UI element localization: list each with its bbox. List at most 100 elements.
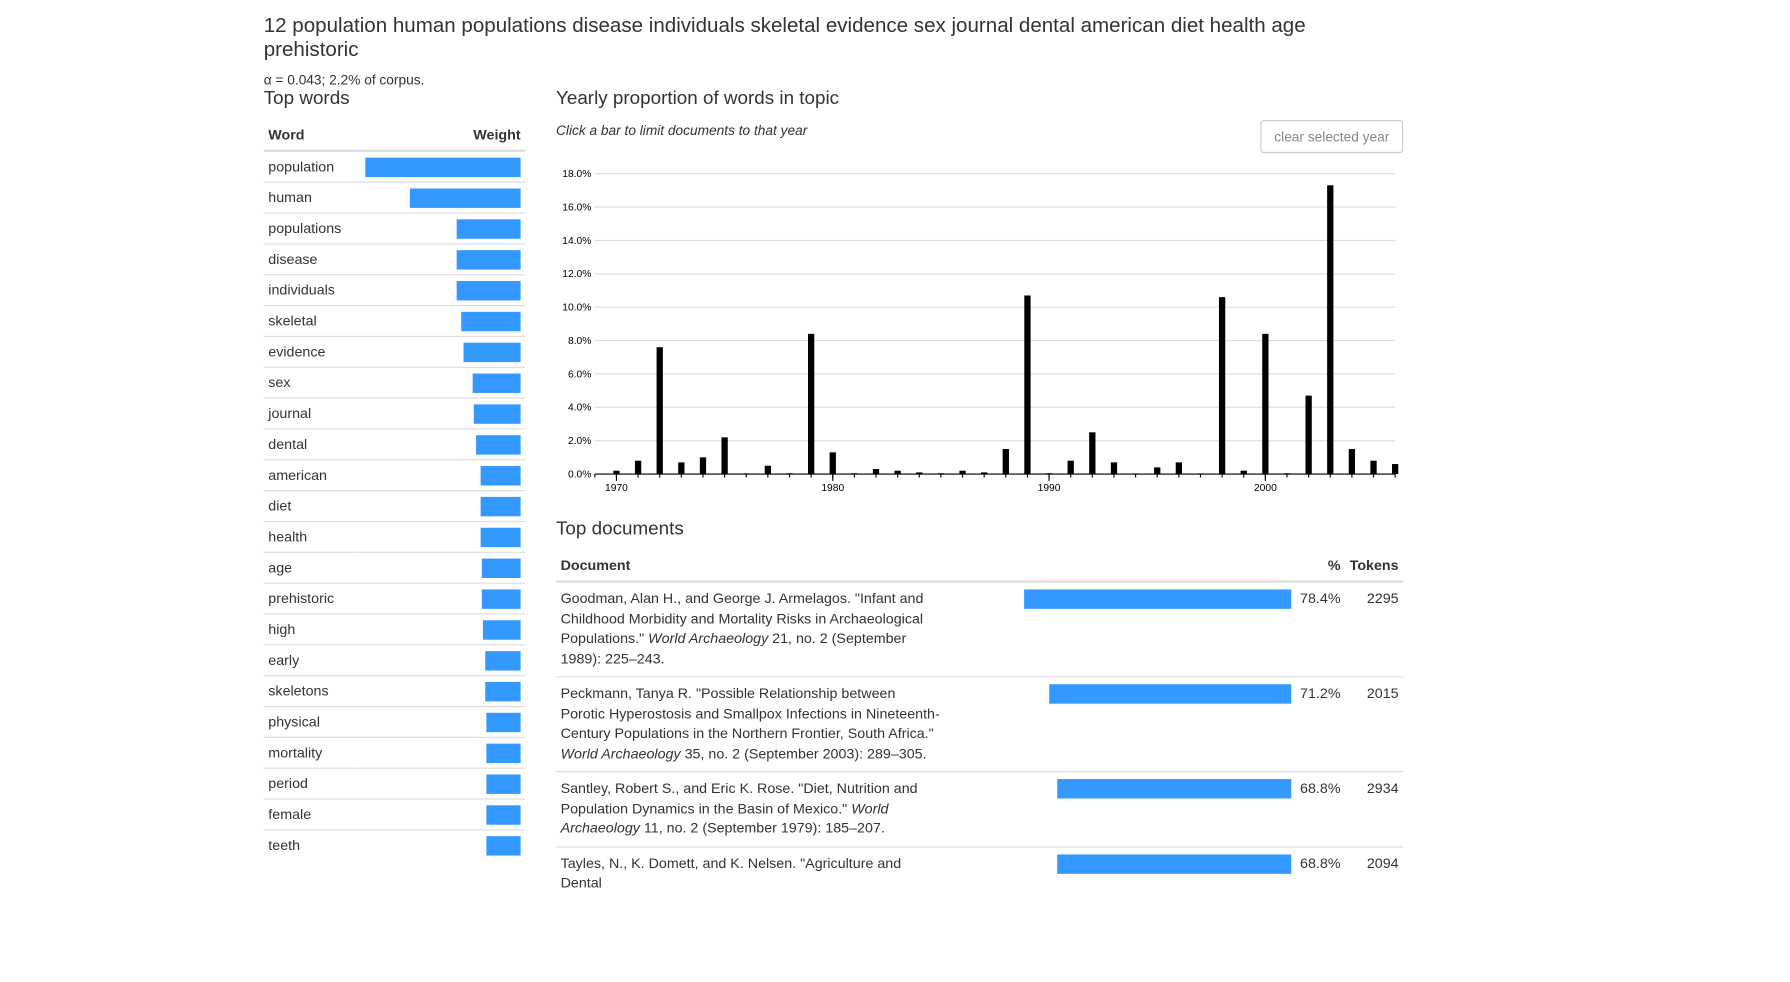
year-bar[interactable] <box>1218 297 1226 475</box>
document-column-header[interactable]: Document <box>556 549 946 583</box>
year-bar[interactable] <box>1305 395 1312 475</box>
word-label[interactable]: mortality <box>263 736 357 769</box>
year-bar[interactable] <box>1327 185 1334 475</box>
year-bar[interactable] <box>1392 464 1399 475</box>
year-bar[interactable] <box>872 469 880 475</box>
document-citation[interactable]: Peckmann, Tanya R. "Possible Relationshi… <box>556 676 946 772</box>
document-citation[interactable]: Goodman, Alan H., and George J. Armelago… <box>556 580 946 677</box>
word-row[interactable]: high <box>263 613 526 645</box>
year-bar[interactable] <box>894 470 901 475</box>
year-bar[interactable] <box>1240 470 1247 475</box>
year-bar[interactable] <box>634 460 642 475</box>
word-row[interactable]: american <box>263 459 526 491</box>
word-row[interactable]: diet <box>263 490 526 522</box>
word-label[interactable]: female <box>263 798 357 830</box>
year-bar[interactable] <box>1175 462 1182 475</box>
weight-column-header[interactable]: Weight <box>356 118 526 152</box>
word-row[interactable]: disease <box>263 243 526 275</box>
word-row[interactable]: sex <box>263 366 526 399</box>
year-bar[interactable] <box>807 333 815 475</box>
year-bar[interactable] <box>721 437 728 475</box>
word-row[interactable]: prehistoric <box>263 582 526 614</box>
year-bar[interactable] <box>851 473 858 475</box>
word-label[interactable]: skeletons <box>263 675 357 707</box>
year-bar[interactable] <box>1262 333 1269 475</box>
word-row[interactable]: physical <box>263 705 526 738</box>
year-bar[interactable] <box>1370 460 1377 475</box>
word-label[interactable]: physical <box>263 705 357 738</box>
word-column-header[interactable]: Word <box>263 118 357 152</box>
year-bar[interactable] <box>1110 462 1118 475</box>
word-row[interactable]: journal <box>263 397 526 429</box>
word-label[interactable]: period <box>263 767 357 800</box>
word-label[interactable]: sex <box>263 366 357 399</box>
document-row[interactable]: Peckmann, Tanya R. "Possible Relationshi… <box>556 676 1404 772</box>
document-citation[interactable]: Tayles, N., K. Domett, and K. Nelsen. "A… <box>556 845 946 901</box>
word-label[interactable]: disease <box>263 243 357 275</box>
word-label[interactable]: populations <box>263 212 357 244</box>
year-bar[interactable] <box>1089 432 1096 475</box>
word-label[interactable]: human <box>263 181 357 214</box>
year-bar[interactable] <box>1024 295 1031 475</box>
year-bar[interactable] <box>959 470 966 475</box>
year-bar[interactable] <box>656 347 663 475</box>
word-label[interactable]: teeth <box>263 829 357 861</box>
year-bar[interactable] <box>937 473 945 475</box>
year-bar[interactable] <box>1045 473 1053 475</box>
word-row[interactable]: evidence <box>263 335 526 368</box>
word-row[interactable]: early <box>263 644 526 676</box>
word-row[interactable]: female <box>263 798 526 830</box>
year-bar[interactable] <box>678 462 685 475</box>
word-label[interactable]: prehistoric <box>263 582 357 614</box>
year-bar[interactable] <box>1283 473 1291 475</box>
year-bar[interactable] <box>1067 460 1074 475</box>
year-bar[interactable] <box>1348 449 1356 475</box>
word-label[interactable]: high <box>263 613 357 645</box>
year-bar[interactable] <box>1197 473 1204 475</box>
word-row[interactable]: population <box>263 150 526 183</box>
word-label[interactable]: evidence <box>263 335 357 368</box>
word-row[interactable]: teeth <box>263 829 526 861</box>
year-bar[interactable] <box>699 457 707 475</box>
word-row[interactable]: age <box>263 551 526 584</box>
x-tick-label: 1980 <box>821 483 844 494</box>
year-bar[interactable] <box>743 473 750 475</box>
year-bar[interactable] <box>1154 467 1161 475</box>
word-row[interactable]: skeletal <box>263 304 526 337</box>
word-row[interactable]: human <box>263 181 526 214</box>
percent-column-header[interactable]: % <box>1295 549 1346 583</box>
word-label[interactable]: american <box>263 459 357 491</box>
year-bar[interactable] <box>829 452 836 475</box>
word-label[interactable]: diet <box>263 490 357 522</box>
word-row[interactable]: dental <box>263 428 526 460</box>
y-tick-label: 14.0% <box>562 236 591 247</box>
document-row[interactable]: Goodman, Alan H., and George J. Armelago… <box>556 580 1404 677</box>
word-label[interactable]: age <box>263 551 357 584</box>
word-row[interactable]: mortality <box>263 736 526 769</box>
word-label[interactable]: dental <box>263 428 357 460</box>
weight-cell <box>356 798 526 830</box>
word-row[interactable]: skeletons <box>263 675 526 707</box>
word-label[interactable]: health <box>263 520 357 553</box>
document-row[interactable]: Tayles, N., K. Domett, and K. Nelsen. "A… <box>556 845 1404 901</box>
word-label[interactable]: individuals <box>263 274 357 306</box>
word-label[interactable]: population <box>263 150 357 183</box>
year-bar[interactable] <box>613 470 620 475</box>
word-label[interactable]: skeletal <box>263 304 357 337</box>
year-bar[interactable] <box>981 472 988 475</box>
word-label[interactable]: journal <box>263 397 357 429</box>
year-bar[interactable] <box>786 473 793 475</box>
tokens-column-header[interactable]: Tokens <box>1345 549 1404 583</box>
document-row[interactable]: Santley, Robert S., and Eric K. Rose. "D… <box>556 771 1404 847</box>
word-row[interactable]: populations <box>263 212 526 244</box>
year-bar[interactable] <box>1132 473 1139 475</box>
year-bar[interactable] <box>1002 449 1009 475</box>
year-bar[interactable] <box>916 472 923 475</box>
word-row[interactable]: individuals <box>263 274 526 306</box>
word-row[interactable]: period <box>263 767 526 800</box>
clear-selected-year-button[interactable]: clear selected year <box>1260 119 1404 154</box>
word-row[interactable]: health <box>263 520 526 553</box>
year-bar[interactable] <box>764 465 772 475</box>
document-citation[interactable]: Santley, Robert S., and Eric K. Rose. "D… <box>556 771 946 847</box>
word-label[interactable]: early <box>263 644 357 676</box>
